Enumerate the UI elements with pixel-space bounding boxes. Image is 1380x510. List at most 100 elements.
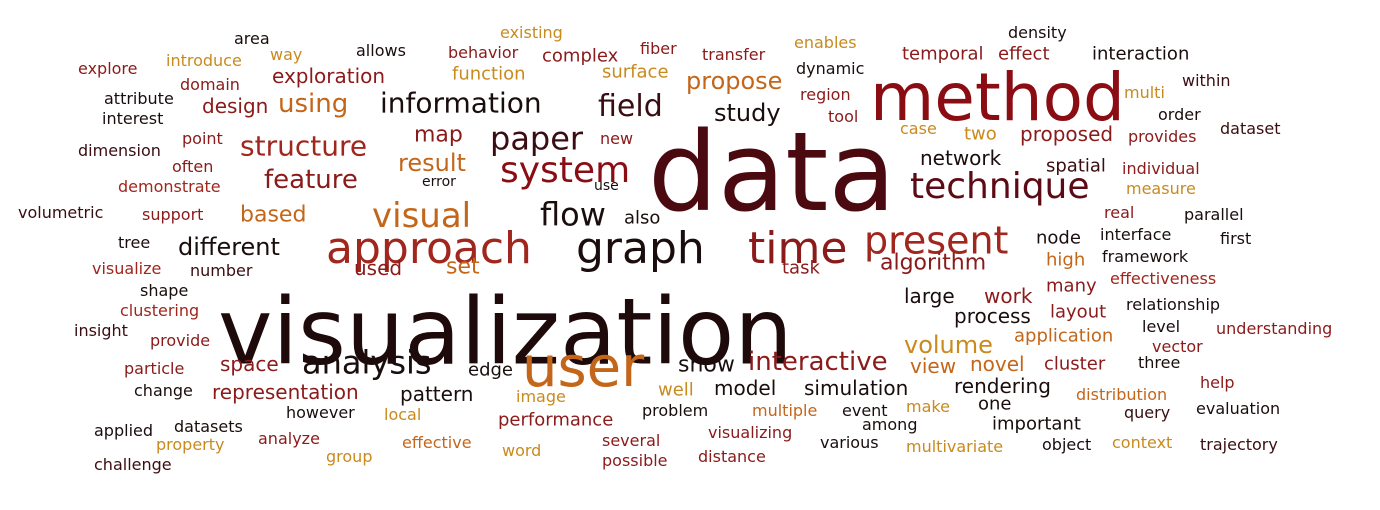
word-object: object: [1042, 435, 1092, 455]
word-map: map: [414, 122, 463, 148]
word-set: set: [446, 254, 480, 280]
word-different: different: [178, 232, 280, 261]
word-system: system: [500, 150, 631, 192]
word-property: property: [156, 435, 225, 455]
word-dynamic: dynamic: [796, 59, 865, 79]
word-trajectory: trajectory: [1200, 435, 1278, 455]
word-representation: representation: [212, 380, 359, 404]
word-analyze: analyze: [258, 429, 320, 449]
word-simulation: simulation: [804, 376, 909, 400]
word-using: using: [278, 89, 349, 120]
word-existing: existing: [500, 23, 563, 43]
word-algorithm: algorithm: [880, 250, 987, 276]
word-clustering: clustering: [120, 301, 200, 321]
word-volumetric: volumetric: [18, 203, 104, 223]
word-one: one: [978, 393, 1012, 415]
word-make: make: [906, 397, 950, 417]
word-surface: surface: [602, 61, 669, 83]
word-error: error: [422, 173, 456, 190]
word-based: based: [240, 202, 307, 228]
word-model: model: [714, 376, 777, 400]
word-however: however: [286, 403, 355, 423]
word-provides: provides: [1128, 127, 1197, 147]
word-framework: framework: [1102, 247, 1189, 267]
word-region: region: [800, 85, 851, 105]
word-time: time: [748, 222, 848, 274]
word-rendering: rendering: [954, 374, 1051, 398]
word-challenge: challenge: [94, 455, 172, 475]
word-order: order: [1158, 105, 1201, 125]
word-large: large: [904, 284, 955, 308]
word-field: field: [598, 89, 663, 124]
word-help: help: [1200, 373, 1235, 393]
word-two: two: [964, 123, 997, 145]
word-problem: problem: [642, 401, 709, 421]
word-information: information: [380, 86, 542, 120]
word-technique: technique: [910, 166, 1090, 208]
word-show: show: [678, 352, 735, 378]
word-understanding: understanding: [1216, 319, 1333, 339]
word-area: area: [234, 29, 270, 49]
word-complex: complex: [542, 45, 619, 67]
word-pattern: pattern: [400, 382, 474, 406]
word-feature: feature: [264, 165, 358, 196]
word-demonstrate: demonstrate: [118, 177, 221, 197]
word-shape: shape: [140, 281, 189, 301]
word-spatial: spatial: [1046, 155, 1106, 177]
word-network: network: [920, 146, 1002, 170]
word-approach: approach: [326, 222, 532, 274]
word-enables: enables: [794, 33, 857, 53]
word-paper: paper: [490, 119, 584, 158]
word-attribute: attribute: [104, 89, 174, 109]
word-interest: interest: [102, 109, 164, 129]
word-design: design: [202, 94, 269, 118]
word-exploration: exploration: [272, 64, 386, 88]
word-change: change: [134, 381, 193, 401]
word-dimension: dimension: [78, 141, 161, 161]
word-layout: layout: [1050, 301, 1107, 323]
word-individual: individual: [1122, 159, 1200, 179]
word-within: within: [1182, 71, 1231, 91]
word-structure: structure: [240, 129, 368, 163]
word-among: among: [862, 415, 918, 435]
word-evaluation: evaluation: [1196, 399, 1281, 419]
word-first: first: [1220, 229, 1252, 249]
word-various: various: [820, 433, 879, 453]
word-word: word: [502, 441, 542, 461]
word-domain: domain: [180, 75, 240, 95]
word-level: level: [1142, 317, 1181, 337]
word-often: often: [172, 157, 214, 177]
word-cluster: cluster: [1044, 353, 1106, 375]
word-local: local: [384, 405, 422, 425]
word-explore: explore: [78, 59, 138, 79]
word-also: also: [624, 207, 661, 229]
word-transfer: transfer: [702, 45, 766, 65]
word-three: three: [1138, 353, 1181, 373]
word-process: process: [954, 304, 1031, 328]
word-used: used: [354, 256, 403, 280]
word-flow: flow: [540, 195, 606, 234]
word-provide: provide: [150, 331, 211, 351]
word-particle: particle: [124, 359, 185, 379]
word-new: new: [600, 129, 634, 149]
word-multiple: multiple: [752, 401, 818, 421]
word-measure: measure: [1126, 179, 1196, 199]
word-graph: graph: [576, 222, 705, 274]
word-real: real: [1104, 203, 1135, 223]
word-way: way: [270, 45, 303, 65]
word-dataset: dataset: [1220, 119, 1281, 139]
word-space: space: [220, 352, 279, 376]
word-edge: edge: [468, 359, 513, 381]
word-present: present: [864, 218, 1009, 263]
word-insight: insight: [74, 321, 128, 341]
word-possible: possible: [602, 451, 668, 471]
word-multi: multi: [1124, 83, 1165, 103]
word-data: data: [648, 108, 896, 236]
word-effect: effect: [998, 43, 1050, 65]
word-datasets: datasets: [174, 417, 243, 437]
word-distribution: distribution: [1076, 385, 1168, 405]
word-distance: distance: [698, 447, 766, 467]
word-visualize: visualize: [92, 259, 162, 279]
word-performance: performance: [498, 409, 614, 431]
